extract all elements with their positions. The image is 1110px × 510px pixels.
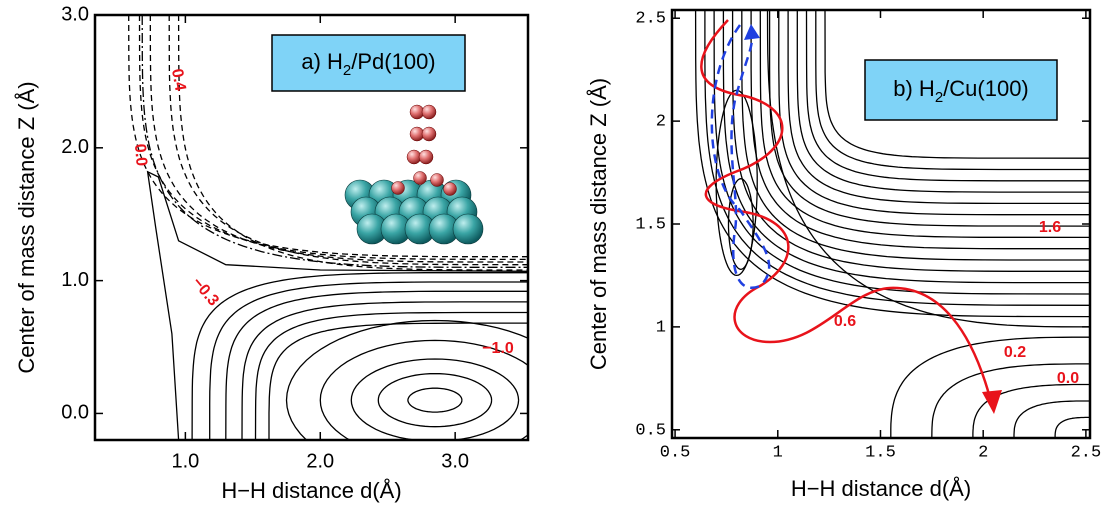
y-tick-label: 2.5 <box>635 10 666 29</box>
h2-atom <box>418 149 434 165</box>
contour-line <box>931 363 1090 438</box>
contours <box>694 10 1090 438</box>
contour-label: 0.2 <box>1004 344 1026 361</box>
panel-a: 1.0 2.0 3.0 0.0 1.0 2.0 3.0 H−H distance d(Å) Ce… <box>14 3 530 503</box>
x-tick-label: 2 <box>978 443 988 462</box>
contour-line <box>377 372 493 428</box>
contour-line <box>1054 416 1090 438</box>
contours <box>128 15 528 440</box>
y-tick-label: 1 <box>656 318 666 337</box>
contour-line <box>168 15 528 266</box>
x-tick-label: 2.0 <box>306 450 334 472</box>
contour-line <box>141 15 528 268</box>
y-tick-label: 0.0 <box>61 402 89 424</box>
surface-h-atom <box>443 182 457 196</box>
surface-illustration <box>344 104 484 245</box>
y-axis-title: Center of mass distance Z (Å) <box>14 81 39 373</box>
contour-line <box>177 15 528 271</box>
contour-line <box>209 281 528 440</box>
surface-h-atom <box>430 173 444 187</box>
contour-line <box>815 10 1090 171</box>
h2-atom <box>421 104 437 120</box>
y-axis-title: Center of mass distance Z (Å) <box>586 78 611 370</box>
contour-line <box>694 10 1090 318</box>
y-tick-label: 3.0 <box>61 3 89 25</box>
contour-line <box>254 311 528 440</box>
x-tick-label: 1.5 <box>865 443 896 462</box>
panel-label-part: 2 <box>343 62 351 79</box>
contour-line <box>778 10 1090 216</box>
contour-line <box>768 10 1090 227</box>
x-tick-label: 1 <box>773 443 783 462</box>
classical-trajectory <box>700 19 992 399</box>
contour-line <box>741 10 1090 261</box>
contour-label: −1.0 <box>482 340 514 357</box>
contour-label: 0.4 <box>168 68 189 93</box>
panel-label-box <box>864 59 1058 121</box>
contour-line <box>759 10 1090 239</box>
plot-frame <box>93 13 530 442</box>
surface-atom <box>452 213 484 245</box>
contour-label: −0.3 <box>189 274 222 309</box>
contour-label: 1.6 <box>1039 219 1061 236</box>
contour-line <box>787 10 1090 205</box>
x-tick-label: 0.5 <box>660 443 691 462</box>
contour-line <box>704 10 1090 306</box>
x-axis-title: H−H distance d(Å) <box>791 476 971 501</box>
panel-label-part: b) H <box>893 76 935 101</box>
contour-line <box>1013 400 1090 438</box>
contour-line <box>722 10 1090 284</box>
contour-line <box>890 336 1090 438</box>
panel-label-part: /Cu(100) <box>943 76 1029 101</box>
y-tick-label: 1.5 <box>635 215 666 234</box>
panel-label: b) H2/Cu(100) <box>893 76 1029 107</box>
x-tick-label: 2.5 <box>1071 443 1102 462</box>
contour-label: 0.6 <box>834 313 856 330</box>
contour-label: 0.0 <box>131 143 150 167</box>
panel-label-box <box>271 34 466 92</box>
contour-line <box>796 10 1090 193</box>
contour-line <box>824 10 1090 159</box>
y-tick-label: 0.5 <box>635 421 666 440</box>
panel-label-part: 2 <box>935 89 943 106</box>
contour-line <box>138 15 528 261</box>
contour-line <box>225 290 528 440</box>
contour-line <box>805 10 1090 182</box>
contour-label: 0.0 <box>1057 370 1079 387</box>
panel-b: 0.5 1 1.5 2 2.5 0.5 1 1.5 2 2.5 H−H distance d(Å) C… <box>586 8 1102 501</box>
y-tick-label: 2 <box>656 113 666 132</box>
contour-line <box>146 170 528 440</box>
contour-line <box>285 319 528 440</box>
y-tick-label: 2.0 <box>61 136 89 158</box>
contour-line <box>750 10 1090 250</box>
arrowhead-red <box>982 390 1002 414</box>
contour-line <box>731 10 1090 272</box>
h2-atom <box>421 126 437 142</box>
y-tick-label: 1.0 <box>61 269 89 291</box>
x-tick-label: 3.0 <box>441 450 469 472</box>
quantum-trajectory <box>710 24 771 289</box>
surface-h-atom <box>391 181 405 195</box>
x-tick-label: 1.0 <box>171 450 199 472</box>
contour-line <box>407 387 463 413</box>
x-axis-title: H−H distance d(Å) <box>221 478 401 503</box>
surface-h-atom <box>413 171 427 185</box>
contour-line <box>715 89 758 277</box>
panel-label-part: /Pd(100) <box>351 49 435 74</box>
panel-label: a) H2/Pd(100) <box>301 49 435 80</box>
arrowhead-blue <box>744 24 760 40</box>
contour-line <box>350 358 520 440</box>
contour-line <box>268 322 528 440</box>
contour-line <box>191 272 528 440</box>
contour-line <box>766 10 1090 328</box>
trajectories <box>700 19 1002 414</box>
contour-line <box>319 339 528 440</box>
panel-label-part: a) H <box>301 49 343 74</box>
contour-line <box>241 301 528 440</box>
